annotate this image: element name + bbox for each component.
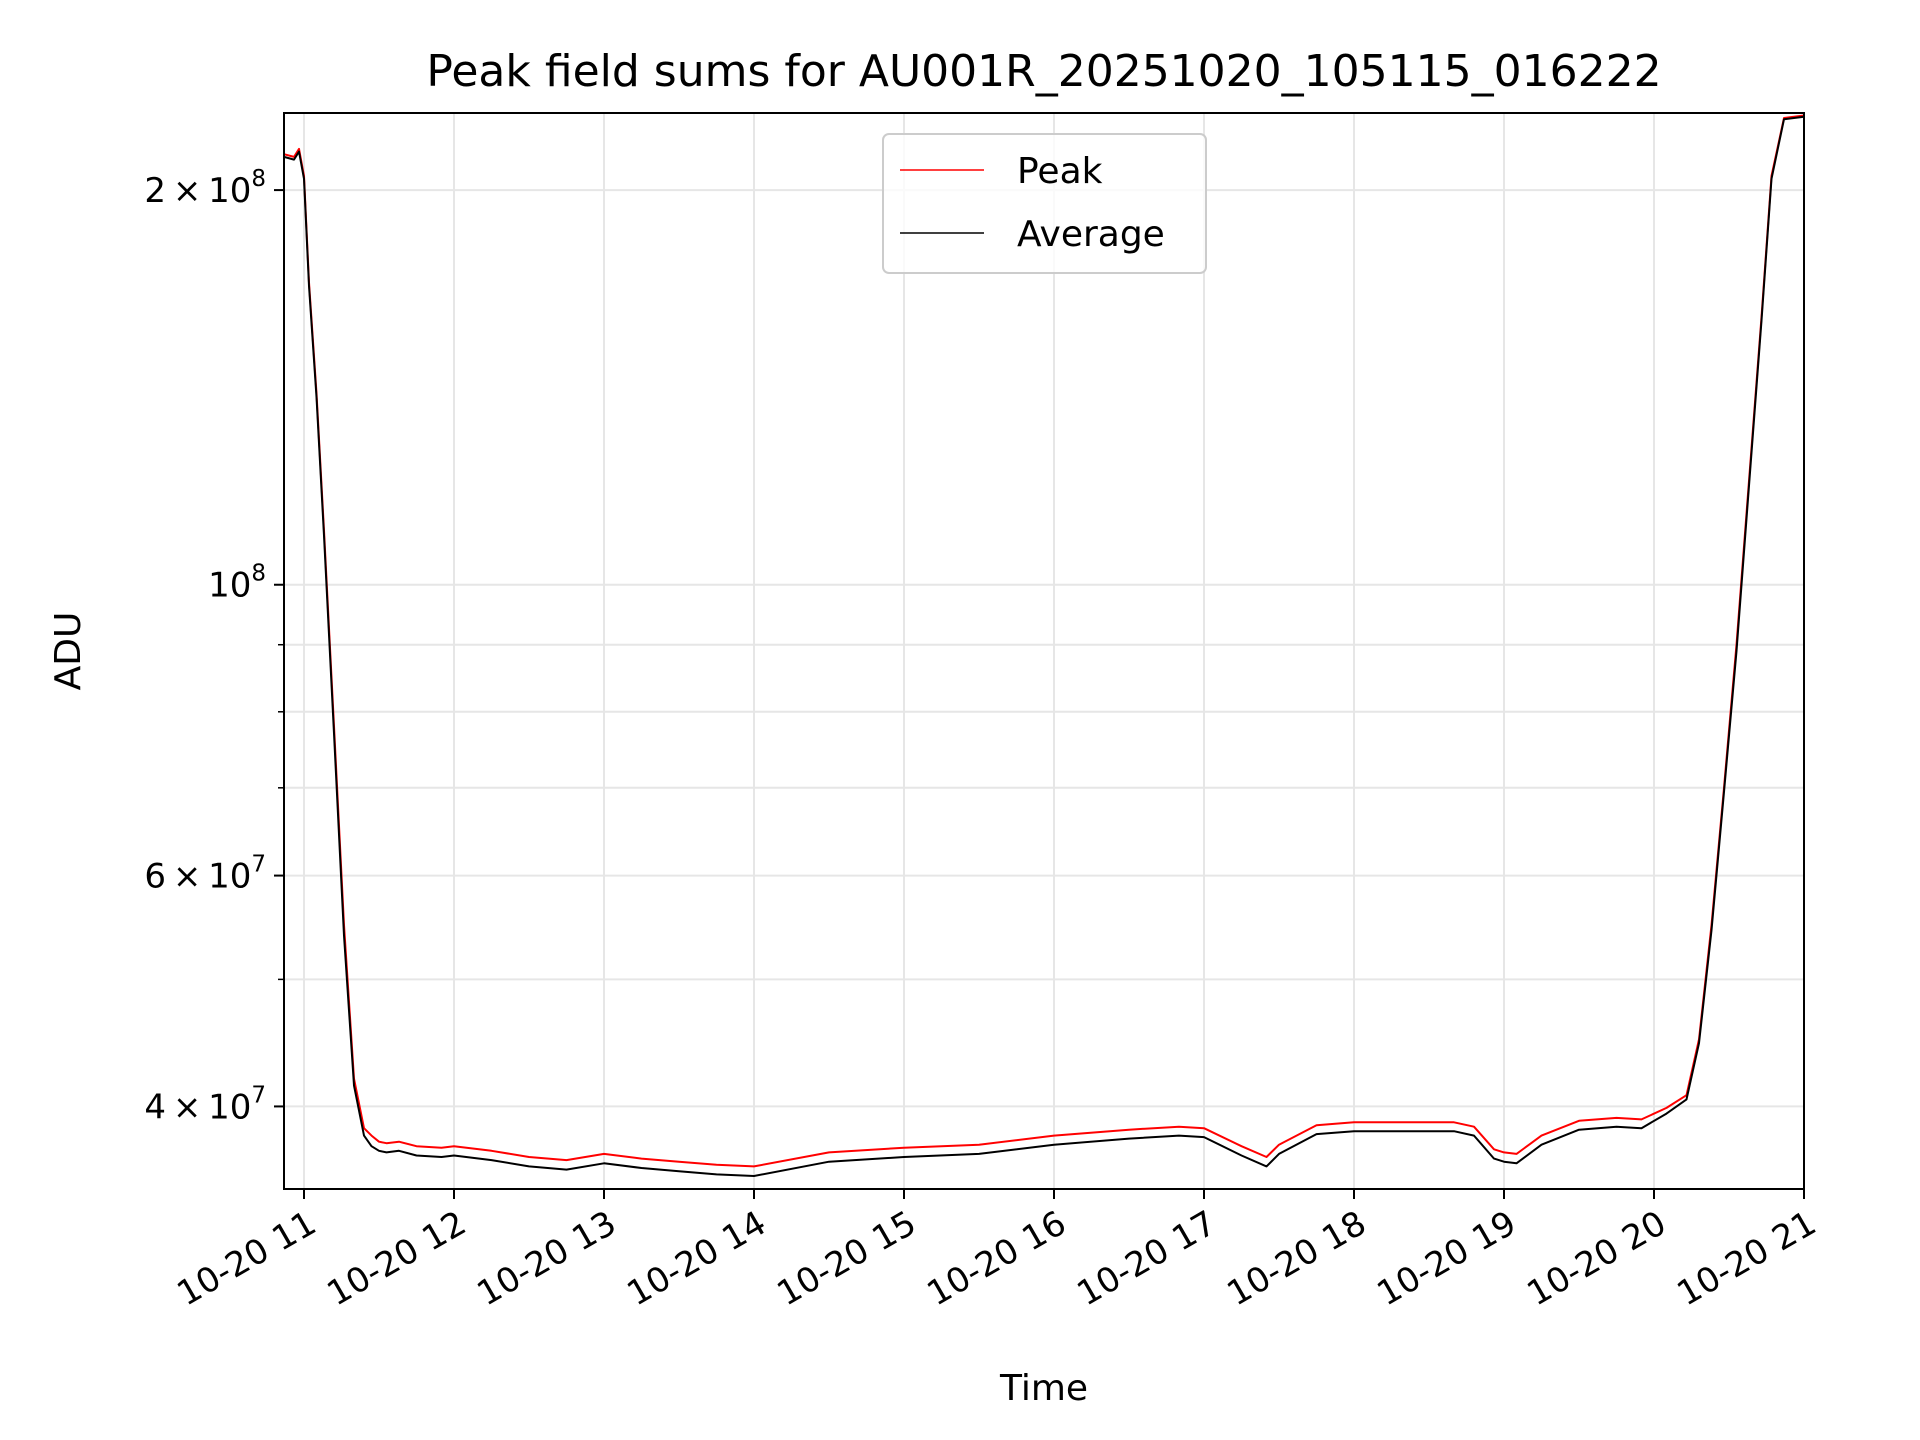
- y-tick-label-0: 4 × 107: [144, 1082, 266, 1127]
- series-line-average: [283, 115, 1805, 1177]
- x-axis-label: Time: [999, 1368, 1088, 1409]
- plot-area-frame: [283, 112, 1805, 1190]
- y-tick-label-3: 2 × 108: [144, 166, 266, 211]
- y-tick-label-2: 108: [208, 561, 266, 606]
- legend-box: [882, 133, 1207, 274]
- series-line-peak: [283, 114, 1805, 1168]
- chart-title: Peak field sums for AU001R_20251020_1051…: [426, 46, 1661, 97]
- y-axis-label: ADU: [48, 612, 89, 691]
- legend: Peak Average: [882, 133, 1207, 274]
- series-layer: [283, 114, 1805, 1177]
- y-tick-label-1: 6 × 107: [144, 852, 266, 897]
- legend-average-label: Average: [1017, 214, 1165, 255]
- y-axis-ticks: 4 × 107 6 × 107 108 2 × 108: [144, 166, 284, 1127]
- legend-peak-label: Peak: [1017, 151, 1103, 192]
